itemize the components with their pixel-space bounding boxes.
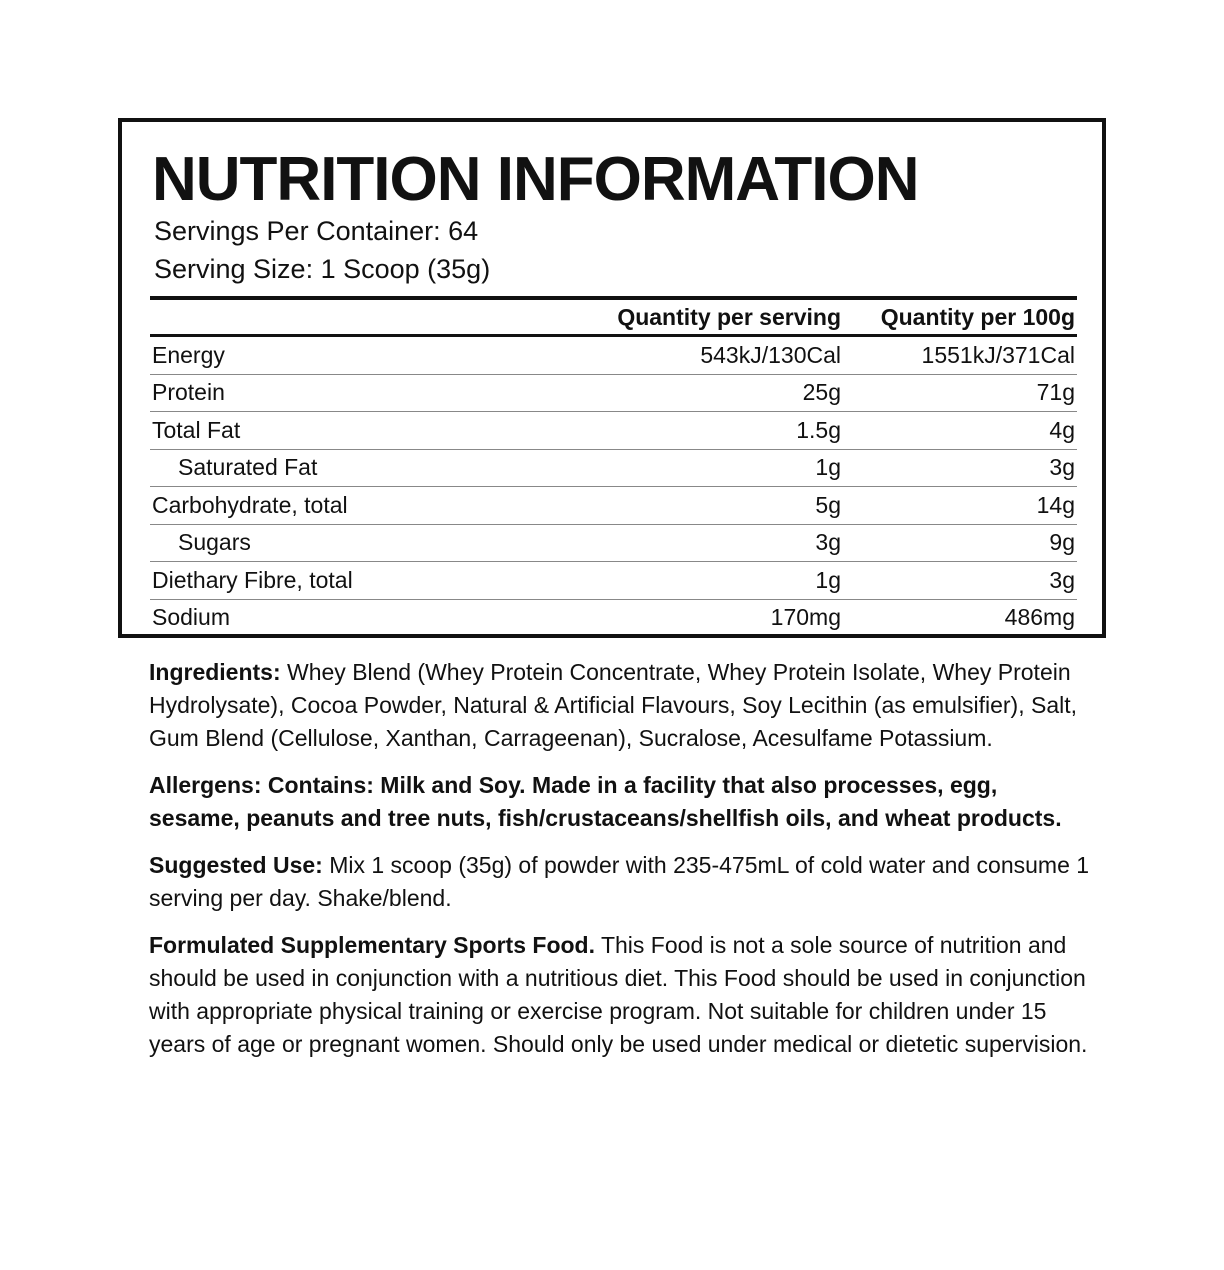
nutrient: Diethary Fibre, total	[150, 561, 609, 600]
row: Protein 25g 71g	[150, 374, 1077, 412]
row: Total Fat 1.5g 4g	[150, 411, 1077, 450]
per-serving: 1g	[609, 449, 843, 487]
ingredients: Ingredients: Whey Blend (Whey Protein Co…	[149, 656, 1094, 755]
per-serving: 25g	[609, 374, 843, 412]
per-100g: 9g	[843, 524, 1077, 562]
suggested-use-text: Mix 1 scoop (35g) of powder with 235-475…	[149, 852, 1090, 911]
nutrient: Total Fat	[150, 411, 609, 450]
header-row: Quantity per serving Quantity per 100g	[150, 298, 1077, 337]
nutrient: Energy	[150, 335, 609, 375]
notice-text: This Food is not a sole source of nutrit…	[149, 932, 1088, 1057]
per-serving: 1.5g	[609, 411, 843, 450]
servings-per-container: Servings Per Container: 64	[154, 216, 479, 246]
nutrient: Protein	[150, 374, 609, 412]
row: Sugars 3g 9g	[150, 524, 1077, 562]
row: Carbohydrate, total 5g 14g	[150, 486, 1077, 525]
per-serving: 1g	[609, 561, 843, 600]
title: NUTRITION INFORMATION	[152, 145, 920, 214]
nutrient: Saturated Fat	[150, 449, 609, 487]
notice: Formulated Supplementary Sports Food. Th…	[149, 929, 1094, 1061]
row: Saturated Fat 1g 3g	[150, 449, 1077, 487]
per-100g: 486mg	[1004, 604, 1075, 631]
per-100g: 3g	[843, 561, 1077, 600]
ingredients-text: Whey Blend (Whey Protein Concentrate, Wh…	[149, 659, 1078, 751]
per-100g: 3g	[843, 449, 1077, 487]
column-header: Quantity per 100g	[843, 298, 1077, 337]
nutrient: Sugars	[150, 524, 609, 562]
per-100g: 1551kJ/371Cal	[843, 335, 1077, 375]
per-serving: 3g	[609, 524, 843, 562]
nutrient: Sodium	[152, 604, 230, 631]
nutrition-table: Quantity per serving Quantity per 100g En…	[150, 296, 1077, 636]
per-100g: 14g	[843, 486, 1077, 525]
nutrition-panel: NUTRITION INFORMATION Servings Per Conta…	[118, 118, 1106, 638]
allergens: Allergens: Contains: Milk and Soy. Made …	[149, 769, 1094, 835]
column-header: Quantity per serving	[609, 298, 843, 337]
row: Diethary Fibre, total 1g 3g	[150, 561, 1077, 600]
nutrient: Carbohydrate, total	[150, 486, 609, 525]
notice-label: Formulated Supplementary Sports Food.	[149, 932, 595, 958]
per-100g: 4g	[843, 411, 1077, 450]
label-text: Ingredients: Whey Blend (Whey Protein Co…	[149, 656, 1094, 1075]
ingredients-label: Ingredients:	[149, 659, 281, 685]
row: Energy 543kJ/130Cal 1551kJ/371Cal	[150, 335, 1077, 375]
per-serving: 543kJ/130Cal	[609, 335, 843, 375]
suggested-use-label: Suggested Use:	[149, 852, 323, 878]
per-100g: 71g	[843, 374, 1077, 412]
suggested-use: Suggested Use: Mix 1 scoop (35g) of powd…	[149, 849, 1094, 915]
row: Sodium 170mg 486mg	[150, 599, 1077, 636]
per-serving: 170mg	[770, 604, 841, 631]
serving-size: Serving Size: 1 Scoop (35g)	[154, 254, 491, 284]
allergens-text: Allergens: Contains: Milk and Soy. Made …	[149, 772, 1062, 831]
per-serving: 5g	[609, 486, 843, 525]
